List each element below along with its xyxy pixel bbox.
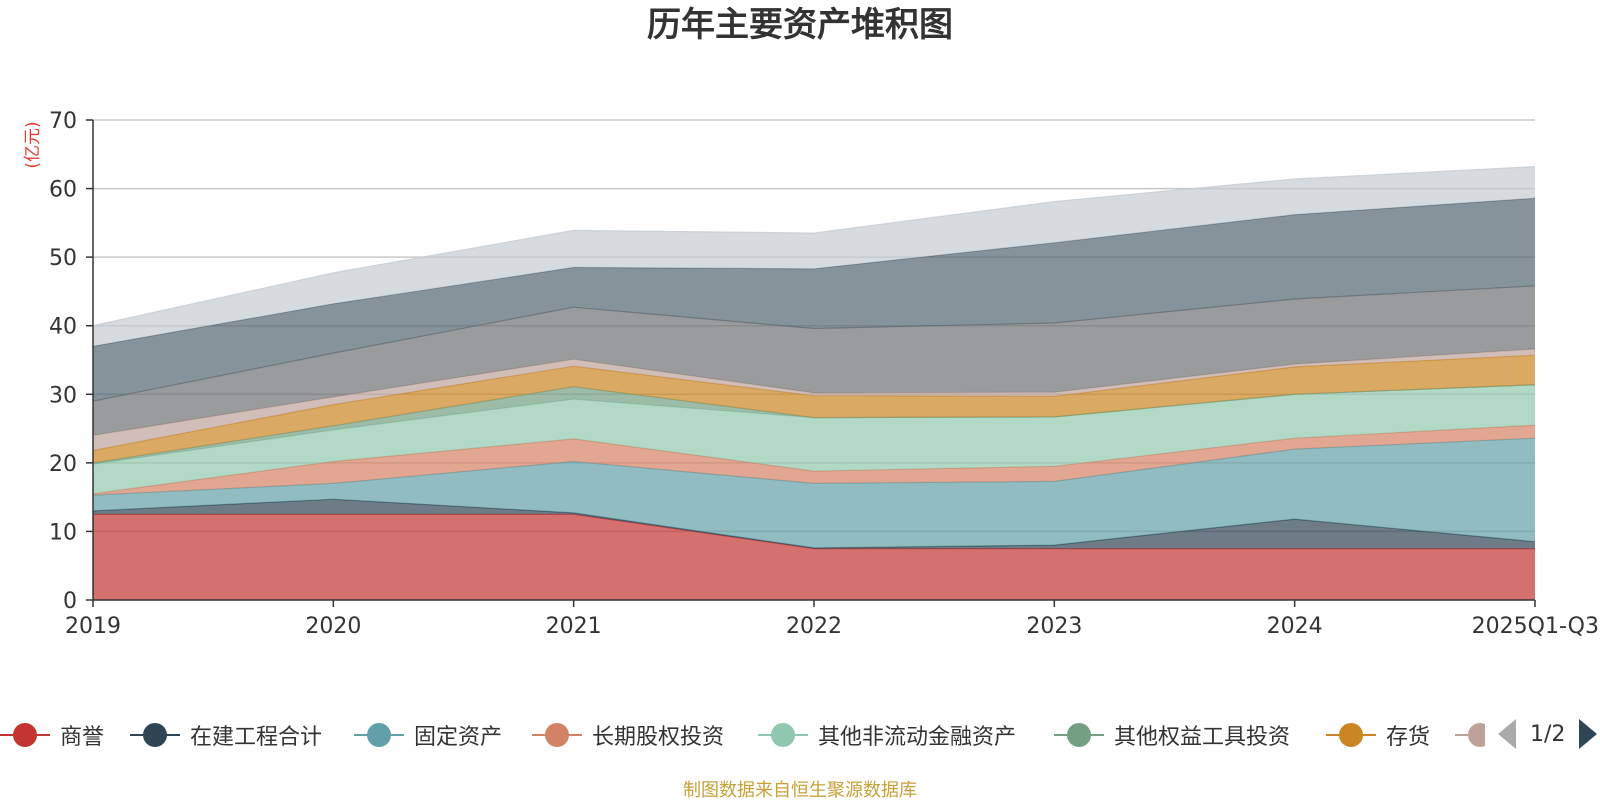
legend-item-其他非流动金融资产[interactable]: 其他非流动金融资产 bbox=[758, 712, 1016, 758]
x-tick-label: 2020 bbox=[305, 614, 361, 639]
legend-label: 商誉 bbox=[60, 725, 105, 750]
legend-marker-icon bbox=[1054, 720, 1104, 750]
area-商誉[interactable] bbox=[93, 514, 1535, 600]
legend-label: 其他非流动金融资产 bbox=[818, 725, 1017, 750]
axes: 0 10 20 30 40 50 60 70 2019 2020 2021 2022 2023 2024 2… bbox=[49, 109, 1599, 639]
legend-marker-icon bbox=[1455, 720, 1485, 750]
legend-item-长期股权投资[interactable]: 长期股权投资 bbox=[532, 712, 724, 758]
legend-pager: 1/2 bbox=[1498, 716, 1598, 752]
x-tick-label: 2019 bbox=[65, 614, 121, 639]
area-其他资产A[interactable] bbox=[93, 349, 1535, 451]
y-tick-label: 30 bbox=[49, 383, 77, 408]
legend-item-partial[interactable] bbox=[1455, 712, 1495, 758]
area-其他资产B[interactable] bbox=[93, 285, 1535, 436]
x-tick-label: 2021 bbox=[546, 614, 602, 639]
legend-prev-page-icon[interactable] bbox=[1498, 719, 1516, 749]
chart-title: 历年主要资产堆积图 bbox=[647, 5, 953, 45]
y-tick-label: 60 bbox=[49, 178, 77, 203]
x-tick-label: 2025Q1-Q3 bbox=[1472, 614, 1599, 639]
legend-marker-icon bbox=[1326, 720, 1376, 750]
legend-label: 存货 bbox=[1386, 725, 1431, 750]
area-其他资产C[interactable] bbox=[93, 198, 1535, 402]
y-tick-label: 0 bbox=[63, 589, 77, 614]
y-tick-label: 70 bbox=[49, 109, 77, 134]
stacked-areas bbox=[92, 166, 1536, 600]
legend-item-在建工程合计[interactable]: 在建工程合计 bbox=[130, 712, 322, 758]
x-tick-label: 2022 bbox=[786, 614, 842, 639]
area-在建工程合计[interactable] bbox=[93, 499, 1535, 549]
legend-page-indicator: 1/2 bbox=[1530, 721, 1566, 747]
chart-area: 0 10 20 30 40 50 60 70 2019 2020 2021 2022 2023 2024 2… bbox=[23, 109, 1599, 639]
legend-item-其他权益工具投资[interactable]: 其他权益工具投资 bbox=[1054, 712, 1290, 758]
source-note: 制图数据来自恒生聚源数据库 bbox=[683, 780, 917, 801]
y-tick-label: 50 bbox=[49, 246, 77, 271]
legend-label: 在建工程合计 bbox=[190, 725, 323, 750]
legend-item-固定资产[interactable]: 固定资产 bbox=[354, 712, 502, 758]
y-axis-unit-label: (亿元) bbox=[23, 121, 43, 168]
legend-next-page-icon[interactable] bbox=[1579, 719, 1598, 749]
legend-item-存货[interactable]: 存货 bbox=[1326, 712, 1430, 758]
x-tick-label: 2024 bbox=[1267, 614, 1323, 639]
area-长期股权投资[interactable] bbox=[93, 425, 1535, 496]
y-tick-label: 20 bbox=[49, 452, 77, 477]
legend-item-商誉[interactable]: 商誉 bbox=[0, 712, 104, 758]
x-tick-label: 2023 bbox=[1026, 614, 1082, 639]
area-其他非流动金融资产[interactable] bbox=[93, 384, 1535, 494]
legend-marker-icon bbox=[0, 720, 50, 750]
legend-marker-icon bbox=[354, 720, 404, 750]
legend-label: 其他权益工具投资 bbox=[1114, 725, 1291, 750]
legend: 商誉 在建工程合计 固定资产 长期股权投资 其他非流动金融资产 其他权益工具投资 存货 bbox=[0, 712, 1600, 758]
series-line-其他资产D bbox=[92, 166, 1536, 327]
legend-marker-icon bbox=[532, 720, 582, 750]
legend-marker-icon bbox=[130, 720, 180, 750]
legend-label: 固定资产 bbox=[414, 725, 503, 750]
legend-marker-icon bbox=[758, 720, 808, 750]
y-tick-label: 40 bbox=[49, 315, 77, 340]
y-tick-label: 10 bbox=[49, 520, 77, 545]
legend-label: 长期股权投资 bbox=[592, 725, 725, 750]
area-其他资产D[interactable] bbox=[93, 166, 1535, 347]
